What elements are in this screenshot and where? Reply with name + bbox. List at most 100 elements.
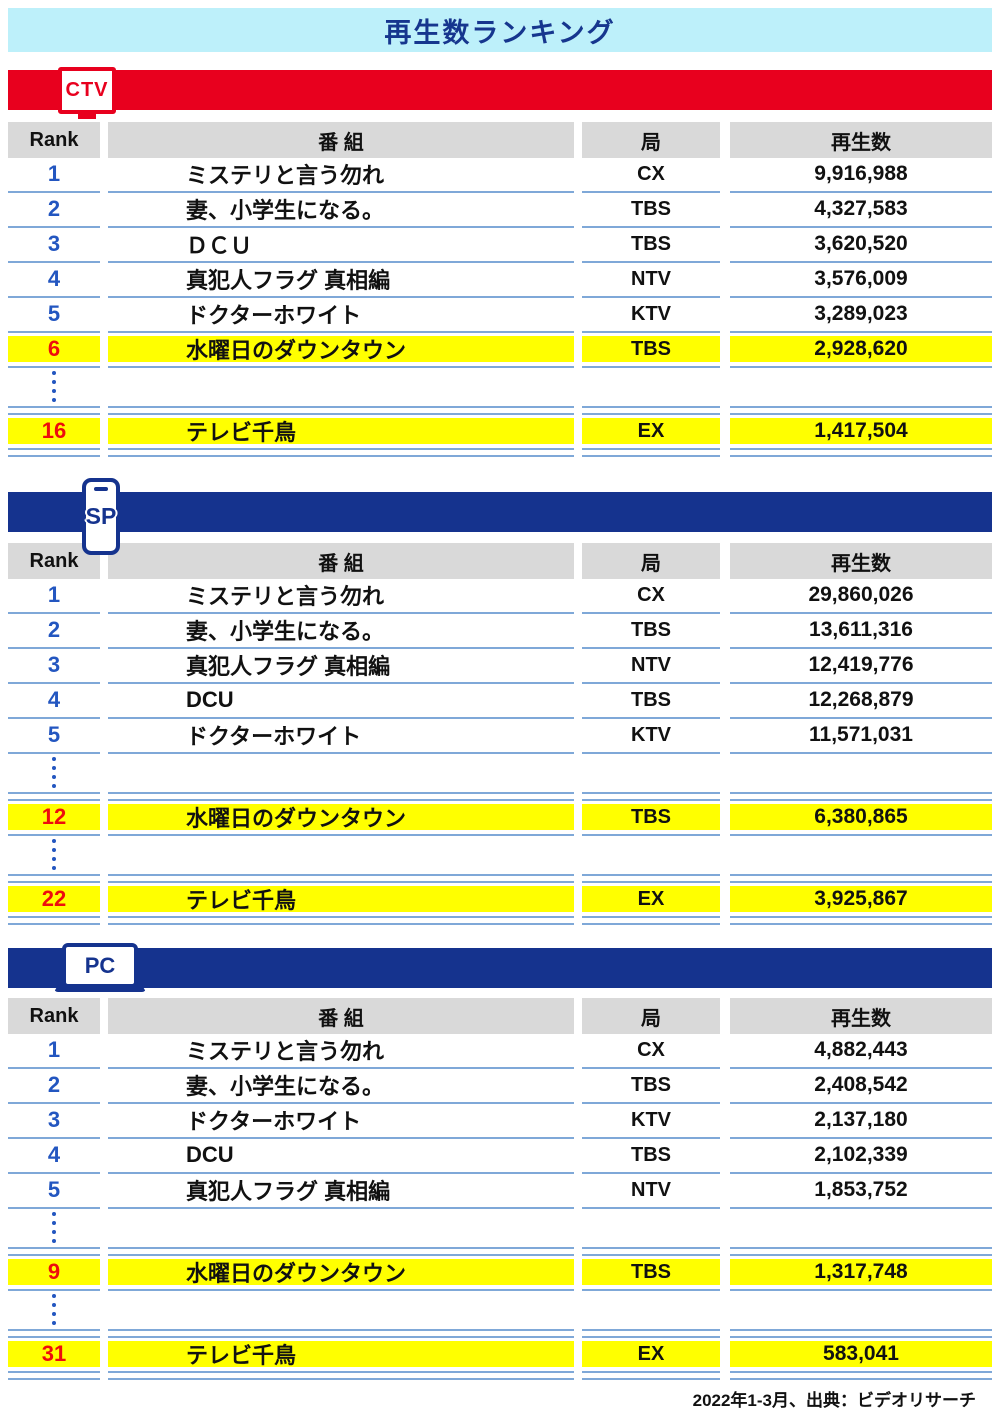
spacer-cell <box>730 1331 992 1338</box>
station-name: TBS <box>631 232 671 255</box>
gap-cell <box>8 1209 100 1249</box>
table-body: 1 ミステリと言う勿れ CX 4,882,443 2 妻、小学生になる。 TBS 2,408,… <box>8 1034 992 1380</box>
table-header-row: Rank 番 組 局 再生数 <box>8 543 992 579</box>
station-name: TBS <box>631 1073 671 1096</box>
section-pc: PC PC PC Rank 番 組 局 再生数 1 ミステリと言う勿れ CX 4,88… <box>8 943 992 1380</box>
table-cell-rank: 5 <box>8 1174 100 1209</box>
spacer-cell <box>8 918 100 925</box>
spacer-cell <box>8 1331 100 1338</box>
table-cell-station: NTV <box>582 1174 720 1209</box>
table-cell-station: TBS <box>582 1069 720 1104</box>
station-name: NTV <box>631 653 671 676</box>
table-cell-rank: 6 <box>8 333 100 368</box>
gap-row <box>8 368 992 408</box>
station-name: TBS <box>631 688 671 711</box>
station-name: TBS <box>631 337 671 360</box>
table-cell-count: 9,916,988 <box>730 158 992 193</box>
spacer-cell <box>108 1331 574 1338</box>
column-header-station: 局 <box>582 998 720 1034</box>
play-count: 12,268,879 <box>808 688 914 711</box>
table-row: 1 ミステリと言う勿れ CX 29,860,026 <box>8 579 992 614</box>
column-header-station: 局 <box>582 122 720 158</box>
vertical-ellipsis-icon <box>52 371 56 402</box>
table-cell-count: 12,268,879 <box>730 684 992 719</box>
device-label: CTV <box>65 79 109 101</box>
station-name: TBS <box>631 1143 671 1166</box>
program-name: テレビ千鳥 <box>186 420 297 445</box>
program-name: テレビ千鳥 <box>186 1343 297 1368</box>
rank-value: 3 <box>47 231 61 256</box>
table-cell-rank: 3 <box>8 649 100 684</box>
separator-spacer-row <box>8 1249 992 1256</box>
station-name: EX <box>637 1342 665 1365</box>
table-cell-count: 4,327,583 <box>730 193 992 228</box>
table-row: 1 ミステリと言う勿れ CX 4,882,443 <box>8 1034 992 1069</box>
table-row: 1 ミステリと言う勿れ CX 9,916,988 <box>8 158 992 193</box>
table-cell-station: TBS <box>582 333 720 368</box>
table-cell-count: 29,860,026 <box>730 579 992 614</box>
rank-value: 3 <box>47 1107 61 1132</box>
tv-icon: CTV <box>58 67 116 114</box>
spacer-cell <box>582 794 720 801</box>
play-count: 3,620,520 <box>814 232 908 255</box>
table-row: 3 ＤＣＵ TBS 3,620,520 <box>8 228 992 263</box>
table-cell-station: EX <box>582 883 720 918</box>
gap-cell <box>582 368 720 408</box>
table-cell-rank: 12 <box>8 801 100 836</box>
table-cell-program: DCU <box>108 1139 574 1174</box>
spacer-cell <box>582 876 720 883</box>
table-cell-program: テレビ千鳥 <box>108 415 574 450</box>
spacer-cell <box>582 918 720 925</box>
table-cell-station: TBS <box>582 193 720 228</box>
gap-row <box>8 754 992 794</box>
table-cell-station: TBS <box>582 1139 720 1174</box>
separator-spacer-row <box>8 794 992 801</box>
column-header-count: 再生数 <box>730 122 992 158</box>
spacer-cell <box>582 1331 720 1338</box>
table-cell-station: TBS <box>582 1256 720 1291</box>
table-cell-station: TBS <box>582 228 720 263</box>
rank-value: 4 <box>47 1142 61 1167</box>
table-cell-rank: 1 <box>8 1034 100 1069</box>
table-cell-program: ミステリと言う勿れ <box>108 158 574 193</box>
table-cell-station: CX <box>582 1034 720 1069</box>
play-count: 9,916,988 <box>814 162 908 185</box>
gap-cell <box>730 1209 992 1249</box>
table-cell-count: 2,408,542 <box>730 1069 992 1104</box>
separator-spacer-row <box>8 918 992 925</box>
table-cell-program: ミステリと言う勿れ <box>108 1034 574 1069</box>
table-cell-station: NTV <box>582 263 720 298</box>
station-name: TBS <box>631 618 671 641</box>
rank-value: 4 <box>47 687 61 712</box>
spacer-cell <box>582 1249 720 1256</box>
gap-cell <box>582 1209 720 1249</box>
table-cell-station: KTV <box>582 298 720 333</box>
table-cell-count: 3,289,023 <box>730 298 992 333</box>
vertical-ellipsis-icon <box>52 1212 56 1243</box>
separator-spacer-row <box>8 1331 992 1338</box>
spacer-cell <box>730 1373 992 1380</box>
rank-value: 2 <box>47 196 61 221</box>
gap-cell <box>8 754 100 794</box>
table-row-highlighted: 12 水曜日のダウンタウン TBS 6,380,865 <box>8 801 992 836</box>
table-body: 1 ミステリと言う勿れ CX 29,860,026 2 妻、小学生になる。 TBS 13,61… <box>8 579 992 925</box>
program-name: DCU <box>186 1142 234 1167</box>
gap-cell <box>108 836 574 876</box>
table-cell-program: テレビ千鳥 <box>108 883 574 918</box>
table-cell-program: 妻、小学生になる。 <box>108 1069 574 1104</box>
table-cell-count: 13,611,316 <box>730 614 992 649</box>
table-cell-count: 1,417,504 <box>730 415 992 450</box>
station-name: NTV <box>631 1178 671 1201</box>
play-count: 4,882,443 <box>814 1038 908 1061</box>
spacer-cell <box>582 450 720 457</box>
table-cell-program: DCU <box>108 684 574 719</box>
rank-value: 16 <box>41 418 67 443</box>
table-cell-program: 妻、小学生になる。 <box>108 614 574 649</box>
play-count: 12,419,776 <box>808 653 914 676</box>
rank-value: 31 <box>41 1341 67 1366</box>
table-cell-station: NTV <box>582 649 720 684</box>
program-name: 妻、小学生になる。 <box>186 198 385 223</box>
program-name: DCU <box>186 687 234 712</box>
spacer-cell <box>108 918 574 925</box>
